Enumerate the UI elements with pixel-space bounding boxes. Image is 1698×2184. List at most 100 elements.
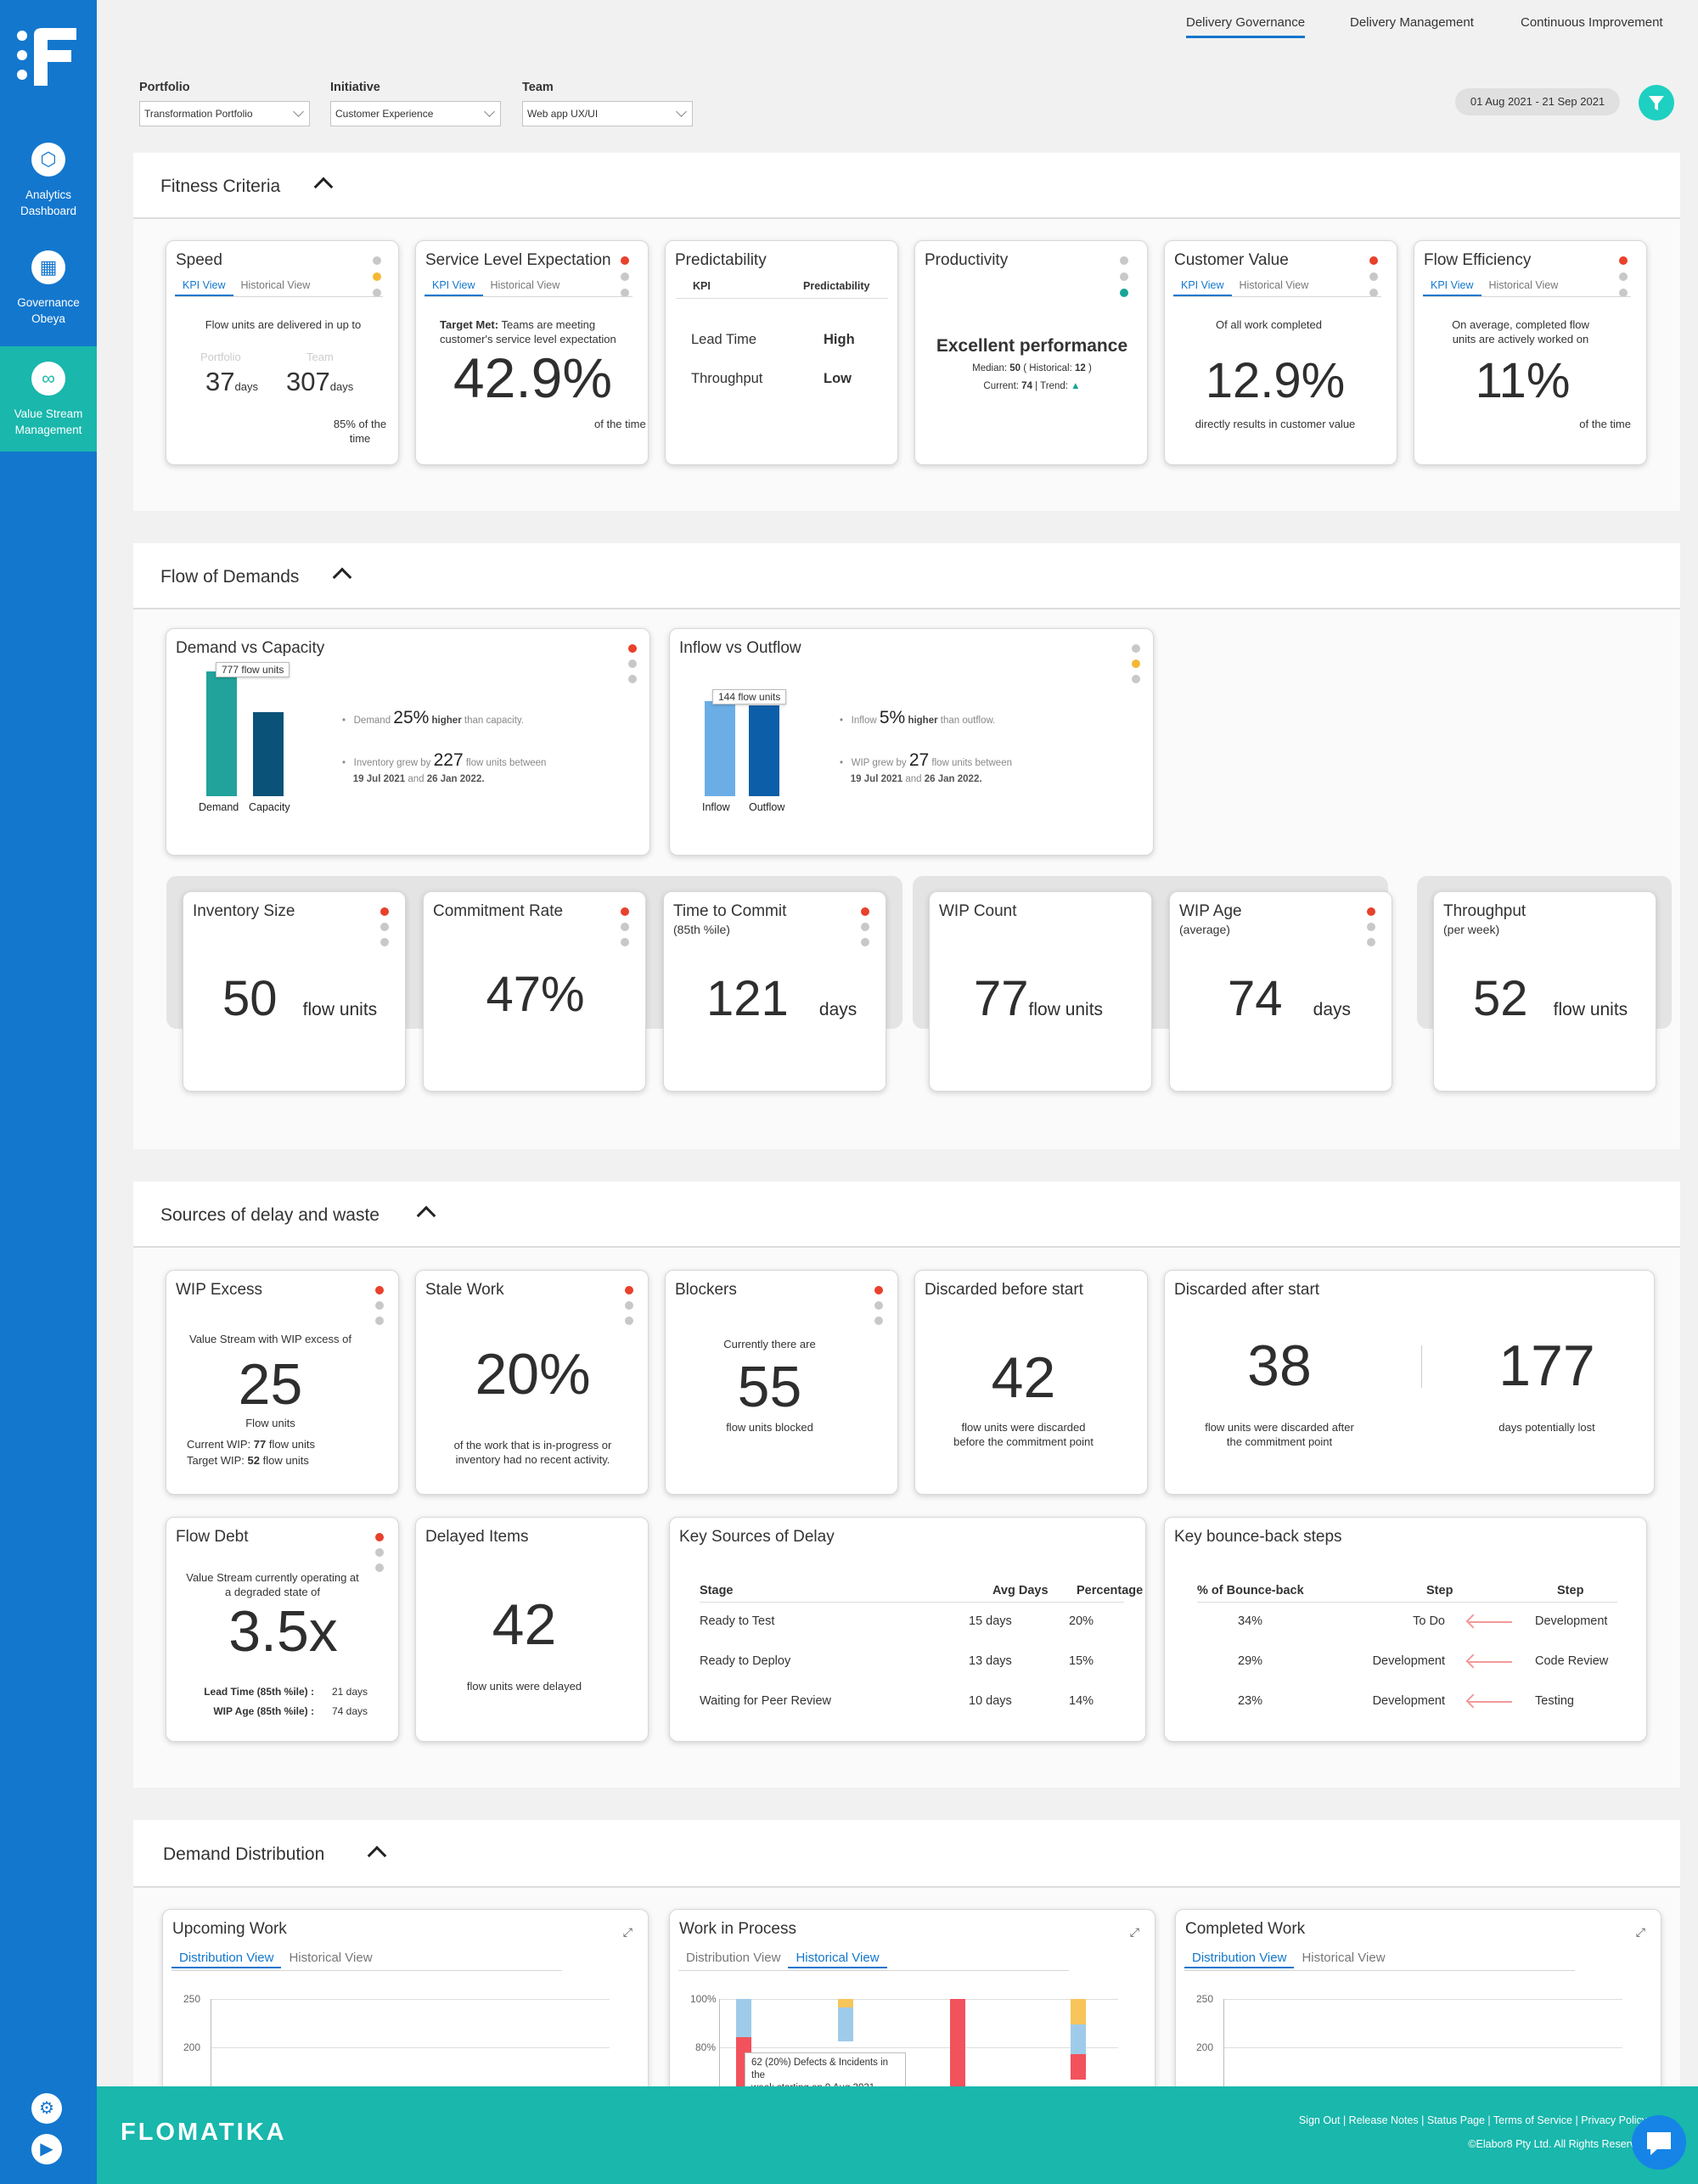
flomatika-logo[interactable] [15, 28, 80, 86]
blockers-desc: Currently there are [723, 1338, 816, 1350]
tab-continuous-improvement[interactable]: Continuous Improvement [1521, 15, 1663, 30]
outflow-bar[interactable] [749, 705, 779, 796]
lead-time-value: 21 days [332, 1686, 368, 1698]
tab-delivery-management[interactable]: Delivery Management [1350, 15, 1474, 30]
status-dot [375, 1564, 384, 1572]
row-kpi: Lead Time [691, 332, 757, 347]
portfolio-select[interactable]: Transformation Portfolio [139, 101, 310, 126]
chat-button[interactable] [1632, 2115, 1686, 2170]
footer-links[interactable]: Sign Out | Release Notes | Status Page |… [1298, 2114, 1647, 2126]
wip-bar[interactable] [1071, 2054, 1086, 2080]
time-to-commit-card: Time to Commit (85th %ile) 121 days [663, 891, 886, 1092]
wip-bar[interactable] [950, 1999, 965, 2092]
team-label: Team [522, 81, 554, 94]
view-tabs: KPI View Historical View [1173, 277, 1381, 297]
metric-subtitle: (85th %ile) [673, 923, 730, 936]
y-tick: 200 [183, 2041, 201, 2053]
portfolio-value: 37 [205, 367, 235, 396]
card-title: Blockers [675, 1281, 737, 1299]
sidebar-item-value-stream-management[interactable]: ∞ Value Stream Management [0, 346, 97, 452]
metric-value: 50 flow units [222, 970, 377, 1027]
card-title: Service Level Expectation [425, 251, 611, 269]
date-range[interactable]: 01 Aug 2021 - 21 Sep 2021 [1455, 88, 1620, 115]
tab-kpi-view[interactable]: KPI View [1173, 277, 1232, 296]
card-title: WIP Count [939, 902, 1017, 920]
expand-icon[interactable]: ⤢ [622, 1925, 633, 1939]
collapse-icon[interactable] [367, 1845, 387, 1866]
delay-row-stage: Waiting for Peer Review [700, 1694, 831, 1708]
tab-historical-view[interactable]: Historical View [788, 1949, 887, 1968]
insight-text: Demand [353, 716, 391, 726]
expand-icon[interactable]: ⤢ [1129, 1925, 1139, 1939]
tab-distribution-view[interactable]: Distribution View [171, 1949, 282, 1968]
wip-bar[interactable] [736, 1999, 751, 2037]
tab-kpi-view[interactable]: KPI View [175, 277, 233, 296]
tab-historical-view[interactable]: Historical View [240, 279, 311, 291]
expand-icon[interactable]: ⤢ [1635, 1925, 1645, 1939]
gear-icon[interactable]: ⚙ [31, 2093, 62, 2124]
col-step-to: Step [1557, 1584, 1584, 1597]
collapse-icon[interactable] [332, 567, 352, 587]
tab-historical-view[interactable]: Historical View [1239, 279, 1309, 291]
hist-label: ( Historical: [1023, 363, 1072, 373]
lead-time-label: Lead Time (85th %ile) : [204, 1686, 314, 1698]
metric-number: 52 [1473, 971, 1528, 1026]
collapse-icon[interactable] [313, 177, 334, 197]
wip-bar[interactable] [1071, 1999, 1086, 2024]
chevron-down-icon [293, 106, 304, 117]
brand-logo[interactable]: FLOMATIKA [121, 2119, 287, 2146]
median-value: 50 [1009, 363, 1021, 373]
unit: days [329, 380, 354, 393]
tab-historical-view[interactable]: Historical View [490, 279, 560, 291]
metric-number: 74 [1228, 971, 1283, 1026]
status-dots [628, 644, 637, 690]
wip-bar[interactable] [838, 1999, 853, 2007]
card-title: Predictability [675, 251, 767, 269]
filter-button[interactable] [1639, 85, 1674, 121]
wip-excess-desc: Value Stream with WIP excess of [189, 1333, 351, 1345]
current-label: Current: [983, 381, 1019, 391]
card-title: Customer Value [1174, 251, 1289, 269]
sidebar-item-analytics-dashboard[interactable]: ⬡ Analytics Dashboard [0, 138, 97, 227]
tab-kpi-view[interactable]: KPI View [424, 277, 483, 296]
tab-historical-view[interactable]: Historical View [289, 1951, 373, 1965]
service-level-expectation-card: Service Level Expectation KPI View Histor… [415, 240, 649, 465]
wip-bar[interactable] [838, 2007, 853, 2041]
status-dot [621, 938, 629, 946]
status-dot [1132, 660, 1140, 668]
metric-unit: flow units [1553, 1000, 1628, 1019]
blockers-card: Blockers Currently there are 55 flow uni… [665, 1270, 898, 1495]
current-wip-label: Current WIP: [187, 1438, 251, 1451]
productivity-card: Productivity Excellent performance Media… [914, 240, 1148, 465]
demand-bar[interactable] [206, 671, 237, 796]
insight-text: than outflow. [940, 716, 996, 726]
wip-age-card: WIP Age (average) 74 days [1169, 891, 1392, 1092]
divider [1421, 1345, 1422, 1388]
status-dot [621, 923, 629, 931]
status-dot [628, 675, 637, 683]
productivity-median: Median: 50 ( Historical: 12 ) [915, 362, 1147, 376]
view-tabs: Distribution View Historical View [171, 1949, 562, 1971]
sidebar-item-governance-obeya[interactable]: ▦ Governance Obeya [0, 245, 97, 335]
card-title: Completed Work [1185, 1920, 1306, 1938]
status-dot [874, 1317, 883, 1325]
wip-bar[interactable] [1071, 2024, 1086, 2054]
chevron-down-icon [484, 106, 495, 117]
team-select[interactable]: Web app UX/UI [522, 101, 693, 126]
speed-desc: Flow units are delivered in up to [205, 318, 362, 331]
tab-historical-view[interactable]: Historical View [1488, 279, 1559, 291]
capacity-bar[interactable] [253, 712, 284, 796]
inventory-size-card: Inventory Size 50 flow units [183, 891, 406, 1092]
play-icon[interactable]: ▶ [31, 2134, 62, 2164]
tab-distribution-view[interactable]: Distribution View [1184, 1949, 1295, 1968]
flow-efficiency-card: Flow Efficiency KPI View Historical View … [1414, 240, 1647, 465]
initiative-select[interactable]: Customer Experience [330, 101, 501, 126]
status-dot [1367, 938, 1375, 946]
tab-historical-view[interactable]: Historical View [1302, 1951, 1386, 1965]
tab-delivery-governance[interactable]: Delivery Governance [1186, 15, 1306, 38]
tab-distribution-view[interactable]: Distribution View [686, 1951, 781, 1965]
tab-kpi-view[interactable]: KPI View [1423, 277, 1482, 296]
status-dot [1619, 289, 1628, 297]
inflow-bar[interactable] [705, 701, 735, 796]
collapse-icon[interactable] [416, 1205, 436, 1226]
